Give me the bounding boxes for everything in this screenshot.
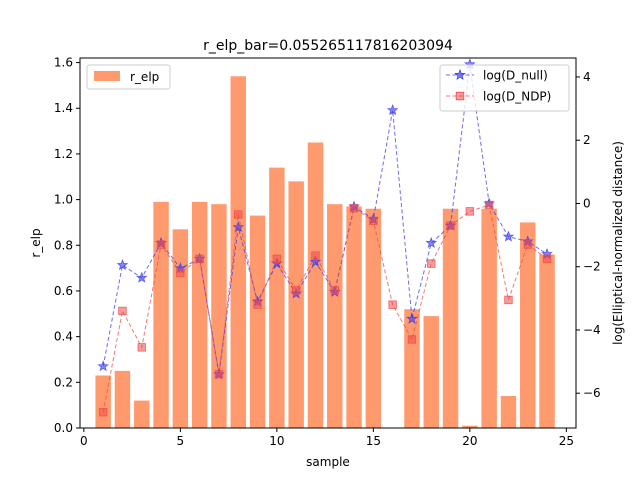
point-dndp-11 (291, 286, 301, 295)
plot-frame (79, 57, 577, 429)
point-dnull-18 (425, 236, 438, 248)
x-tick-label-10: 10 (269, 434, 284, 448)
y-left-tick-label-0: 0.0 (54, 421, 73, 435)
point-dnull-22 (502, 230, 515, 242)
legend-marker-dndp (455, 91, 465, 101)
point-dndp-3 (137, 343, 146, 352)
chart-title: r_elp_bar=0.055265117816203094 (203, 38, 453, 54)
point-dndp-23 (523, 240, 532, 249)
point-dnull-12 (309, 255, 322, 267)
point-dnull-17 (406, 312, 418, 324)
bar-series (95, 76, 555, 429)
bar-3 (134, 400, 150, 428)
point-dndp-14 (349, 204, 359, 213)
x-tick-label-25: 25 (559, 434, 574, 448)
point-dnull-16 (386, 104, 399, 116)
point-dndp-19 (446, 221, 455, 230)
point-dnull-3 (135, 271, 148, 283)
legend-label-1: log(D_NDP) (483, 90, 551, 104)
bar-21 (481, 208, 497, 428)
point-dndp-6 (195, 254, 204, 264)
y-right-tick-label-0: 0 (583, 196, 591, 210)
point-dndp-18 (427, 259, 436, 268)
legend-left: r_elp (86, 64, 171, 90)
point-dndp-22 (504, 295, 513, 305)
y-axis-left: 0.0 0.2 0.4 0.6 0.8 1.0 1.2 1.4 1.6 (54, 56, 80, 435)
bar-11 (288, 181, 304, 428)
y-left-tick-label-1.2: 1.2 (54, 147, 73, 161)
bar-23 (520, 222, 536, 428)
point-dndp-5 (176, 268, 185, 278)
point-dndp-8 (234, 210, 243, 219)
point-dndp-16 (388, 300, 397, 309)
bar-5 (172, 229, 189, 428)
point-dndp-21 (484, 200, 494, 210)
point-dndp-20 (465, 207, 475, 216)
point-dnull-2 (116, 258, 129, 271)
point-dndp-15 (369, 216, 378, 226)
bar-12 (307, 142, 324, 429)
bar-18 (423, 316, 439, 428)
point-dndp-1 (98, 407, 108, 417)
y-axis-right-label: log(Elliptical-normalized distance) (611, 141, 625, 345)
point-dndp-4 (156, 240, 166, 249)
y-right-tick-label--2: −2 (583, 260, 601, 274)
x-axis-label: sample (306, 455, 350, 469)
x-axis: 0 5 10 15 20 25 (80, 428, 574, 448)
point-dndp-12 (311, 251, 320, 260)
bar-2 (114, 370, 131, 428)
y-axis-left-label: r_elp (29, 228, 43, 257)
legend-right: log(D_null) log(D_NDP) (439, 64, 570, 112)
y-left-tick-label-1.6: 1.6 (54, 56, 73, 70)
legend-marker-dnull (454, 68, 466, 80)
y-right-tick-label--4: −4 (583, 323, 601, 337)
line-series-group (97, 58, 553, 417)
legend-right-box (439, 64, 570, 112)
point-dndp-10 (272, 254, 282, 264)
bar-19 (442, 208, 459, 428)
point-dndp-13 (330, 286, 339, 295)
point-dndp-2 (118, 306, 127, 316)
bar-6 (191, 201, 208, 428)
bar-20 (462, 425, 478, 428)
y-left-tick-label-1: 1.0 (54, 193, 73, 207)
x-tick-label-5: 5 (177, 434, 185, 448)
bar-17 (404, 309, 420, 428)
bar-10 (269, 167, 285, 428)
x-tick-label-15: 15 (366, 434, 381, 448)
y-axis-right: −6 −4 −2 0 2 4 (576, 70, 601, 400)
legend-label-0: log(D_null) (483, 69, 548, 83)
y-left-tick-label-0.2: 0.2 (54, 375, 73, 389)
bar-8 (230, 76, 246, 428)
bar-24 (539, 254, 555, 428)
point-dndp-24 (542, 254, 552, 264)
bar-7 (211, 204, 227, 428)
bar-13 (327, 204, 343, 428)
y-right-tick-label--6: −6 (583, 386, 601, 400)
x-tick-label-0: 0 (80, 434, 88, 448)
legend-label-r-elp: r_elp (130, 70, 159, 84)
point-dndp-9 (253, 300, 262, 309)
bar-14 (346, 206, 362, 428)
bar-15 (365, 208, 382, 428)
bar-9 (249, 215, 266, 428)
x-tick-label-20: 20 (462, 434, 477, 448)
y-left-tick-label-1.4: 1.4 (54, 101, 73, 115)
point-dndp-17 (407, 335, 417, 344)
bar-22 (500, 396, 517, 428)
y-right-tick-label-4: 4 (583, 70, 591, 84)
point-dndp-7 (214, 370, 224, 379)
point-dnull-1 (97, 360, 109, 372)
y-left-tick-label-0.8: 0.8 (54, 238, 73, 252)
legend-swatch-r-elp (94, 71, 120, 81)
y-left-tick-label-0.6: 0.6 (54, 284, 73, 298)
point-dnull-8 (232, 221, 245, 233)
y-right-tick-label-2: 2 (583, 133, 591, 147)
y-left-tick-label-0.4: 0.4 (54, 330, 73, 344)
bar-4 (153, 201, 169, 428)
